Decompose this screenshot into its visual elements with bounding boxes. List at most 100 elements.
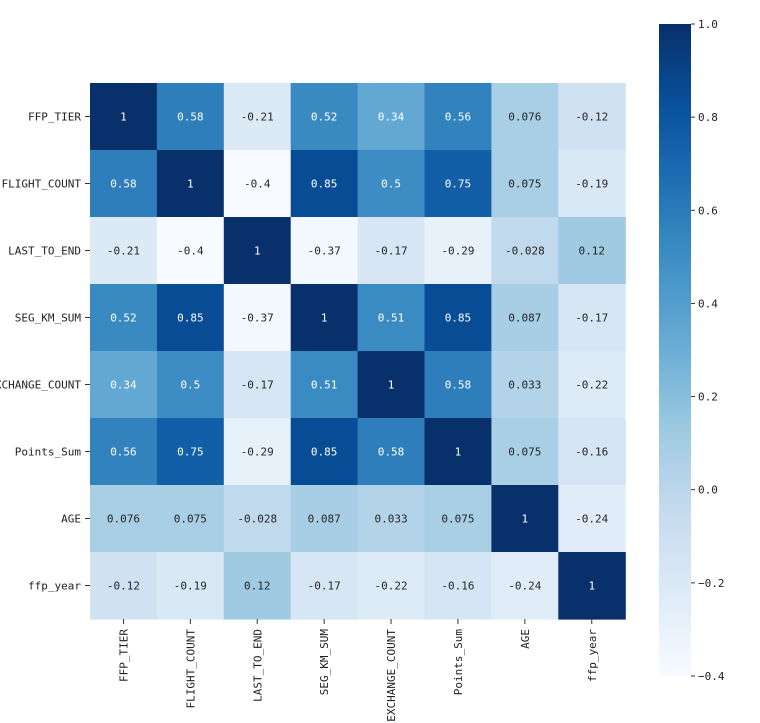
- y-tick-label: AGE: [61, 513, 81, 526]
- y-tick-label: ffp_year: [28, 580, 81, 593]
- heatmap-cell-3-1: [156, 284, 225, 352]
- x-tick-label: LAST_TO_END: [251, 629, 264, 702]
- cell-annotation: 0.52: [110, 312, 137, 325]
- cell-annotation: -0.16: [575, 446, 608, 459]
- cell-annotation: -0.17: [241, 379, 274, 392]
- y-tick-label: FLIGHT_COUNT: [2, 178, 82, 191]
- colorbar: 1.0 0.8 0.6 0.4 0.2 0.0 −0.2 −0.4: [659, 18, 725, 683]
- heatmap-cell-3-0: [90, 284, 158, 352]
- cell-annotation: -0.19: [174, 580, 207, 593]
- cell-annotation: 0.075: [174, 513, 207, 526]
- cell-annotation: 1: [455, 446, 462, 459]
- heatmap-cell-0-1: [156, 83, 225, 151]
- colorbar-gradient: [659, 24, 691, 676]
- y-axis: FFP_TIER FLIGHT_COUNT LAST_TO_END SEG_KM_SU…: [0, 111, 90, 593]
- cell-annotation: 0.075: [508, 446, 541, 459]
- cell-annotation: -0.29: [241, 446, 274, 459]
- cell-annotation: 0.033: [374, 513, 407, 526]
- heatmap-cell-6-0: [90, 485, 158, 553]
- heatmap-cell-3-6: [491, 284, 559, 352]
- cell-annotation: 1: [588, 580, 595, 593]
- cell-annotation: 0.5: [180, 379, 200, 392]
- cell-annotation: 0.56: [110, 446, 137, 459]
- colorbar-tick-label: 0.0: [698, 484, 718, 497]
- cell-annotation: -0.29: [441, 245, 474, 258]
- heatmap-cell-0-7: [558, 83, 626, 151]
- cell-annotation: 0.033: [508, 379, 541, 392]
- cell-annotation: 0.58: [378, 446, 405, 459]
- colorbar-tick-label: 0.8: [698, 111, 718, 124]
- cell-annotation: 0.5: [381, 178, 401, 191]
- heatmap-cell-4-7: [558, 351, 626, 419]
- heatmap-cell-7-3: [290, 552, 359, 620]
- cell-annotation: 1: [187, 178, 194, 191]
- cell-annotation: -0.12: [575, 111, 608, 124]
- heatmap-cell-0-5: [424, 83, 492, 151]
- heatmap-cell-2-7: [558, 217, 626, 285]
- cell-annotation: 0.56: [445, 111, 472, 124]
- heatmap-cell-1-1: [156, 150, 225, 218]
- heatmap-cell-5-2: [223, 418, 292, 486]
- heatmap-cell-4-6: [491, 351, 559, 419]
- heatmap-cell-7-0: [90, 552, 158, 620]
- y-tick-label: Points_Sum: [15, 446, 82, 459]
- cell-annotation: 0.51: [311, 379, 338, 392]
- heatmap-cell-7-5: [424, 552, 492, 620]
- cell-annotation: -0.24: [575, 513, 608, 526]
- cell-annotation: 0.075: [441, 513, 474, 526]
- colorbar-tick-label: −0.4: [698, 670, 725, 683]
- y-tick-label: FFP_TIER: [28, 111, 81, 124]
- cell-annotation: 0.58: [110, 178, 137, 191]
- heatmap-cell-6-4: [357, 485, 426, 553]
- cell-annotation: -0.37: [241, 312, 274, 325]
- heatmap-cell-1-4: [357, 150, 426, 218]
- cell-annotation: 0.85: [311, 178, 338, 191]
- cell-annotation: -0.17: [575, 312, 608, 325]
- cell-annotation: 0.076: [107, 513, 140, 526]
- cell-annotation: 0.85: [445, 312, 472, 325]
- x-tick-label: EXCHANGE_COUNT: [385, 629, 398, 722]
- cell-annotation: -0.22: [374, 580, 407, 593]
- colorbar-tick-label: −0.2: [698, 577, 725, 590]
- heatmap-cell-4-3: [290, 351, 359, 419]
- x-tick-label: FLIGHT_COUNT: [184, 629, 197, 709]
- cell-annotation: 0.75: [177, 446, 204, 459]
- cell-annotation: 0.34: [378, 111, 405, 124]
- heatmap-cell-0-2: [223, 83, 292, 151]
- x-tick-label: SEG_KM_SUM: [318, 629, 331, 696]
- heatmap-cell-5-4: [357, 418, 426, 486]
- heatmap-cell-7-7: [558, 552, 626, 620]
- cell-annotation: -0.21: [107, 245, 140, 258]
- heatmap-cell-3-7: [558, 284, 626, 352]
- heatmap-cell-4-4: [357, 351, 426, 419]
- heatmap-cell-6-6: [491, 485, 559, 553]
- heatmap-cell-4-0: [90, 351, 158, 419]
- heatmap-cell-0-0: [90, 83, 158, 151]
- cell-annotation: 1: [254, 245, 261, 258]
- cell-annotation: 1: [522, 513, 529, 526]
- heatmap-cell-5-5: [424, 418, 492, 486]
- heatmap-cells: [90, 83, 626, 620]
- cell-annotation: -0.21: [241, 111, 274, 124]
- heatmap-cell-7-6: [491, 552, 559, 620]
- heatmap-cell-1-3: [290, 150, 359, 218]
- cell-annotation: 0.12: [579, 245, 606, 258]
- cell-annotation: 0.58: [445, 379, 472, 392]
- x-axis: FFP_TIER FLIGHT_COUNT LAST_TO_END SEG_KM_SU…: [117, 619, 599, 722]
- cell-annotation: 0.075: [508, 178, 541, 191]
- heatmap-cell-1-0: [90, 150, 158, 218]
- cell-annotation: 0.58: [177, 111, 204, 124]
- cell-annotation: -0.24: [508, 580, 541, 593]
- heatmap-cell-3-4: [357, 284, 426, 352]
- cell-annotation: 0.75: [445, 178, 472, 191]
- heatmap-cell-6-3: [290, 485, 359, 553]
- cell-annotation: -0.4: [244, 178, 271, 191]
- heatmap-cell-5-7: [558, 418, 626, 486]
- cell-annotation: 0.85: [177, 312, 204, 325]
- heatmap-cell-5-0: [90, 418, 158, 486]
- heatmap-cell-0-4: [357, 83, 426, 151]
- heatmap-cell-1-7: [558, 150, 626, 218]
- cell-annotation: -0.37: [308, 245, 341, 258]
- colorbar-tick-label: 1.0: [698, 18, 718, 31]
